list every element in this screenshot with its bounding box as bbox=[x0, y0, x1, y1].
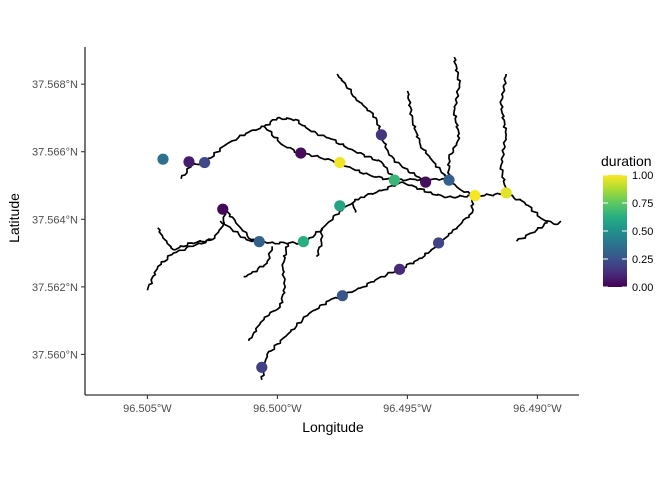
legend-tick-label: 0.25 bbox=[632, 254, 653, 266]
x-axis-title: Longitude bbox=[302, 419, 364, 435]
x-tick-label: 96.505°W bbox=[123, 403, 172, 415]
x-axis-ticks: 96.505°W 96.500°W 96.495°W 96.490°W bbox=[123, 395, 562, 415]
x-tick-label: 96.495°W bbox=[383, 403, 432, 415]
data-point bbox=[183, 156, 195, 168]
stream-line bbox=[515, 221, 548, 242]
data-point bbox=[443, 174, 455, 186]
data-point bbox=[253, 236, 265, 248]
stream-line bbox=[157, 181, 562, 251]
legend-tick-label: 0.00 bbox=[632, 282, 653, 294]
data-point bbox=[334, 200, 346, 212]
x-tick-label: 96.500°W bbox=[253, 403, 302, 415]
data-point bbox=[256, 361, 268, 373]
legend-tick-label: 0.50 bbox=[632, 226, 653, 238]
data-point bbox=[394, 263, 406, 275]
y-tick-label: 37.564°N bbox=[32, 214, 78, 226]
stream-line bbox=[446, 56, 461, 181]
data-point bbox=[420, 176, 432, 188]
stream-line bbox=[260, 195, 475, 380]
data-point bbox=[336, 290, 348, 302]
stream-line bbox=[315, 227, 324, 258]
data-point bbox=[157, 153, 169, 165]
legend-ticks: 1.00 0.75 0.50 0.25 0.00 bbox=[603, 170, 653, 294]
y-tick-label: 37.566°N bbox=[32, 147, 78, 159]
legend-title: duration bbox=[601, 153, 652, 169]
y-tick-label: 37.562°N bbox=[32, 282, 78, 294]
legend-tick-label: 0.75 bbox=[632, 198, 653, 210]
stream-line bbox=[263, 116, 396, 181]
stream-line bbox=[351, 202, 357, 213]
data-point bbox=[500, 187, 512, 199]
legend-tick-label: 1.00 bbox=[632, 170, 653, 182]
stream-line bbox=[243, 246, 274, 278]
y-tick-label: 37.560°N bbox=[32, 349, 78, 361]
data-point bbox=[297, 236, 309, 248]
stream-network bbox=[146, 56, 562, 380]
data-point bbox=[199, 156, 211, 169]
x-tick-label: 96.490°W bbox=[513, 403, 562, 415]
data-points bbox=[157, 129, 512, 373]
data-point bbox=[433, 237, 445, 249]
stream-line bbox=[336, 73, 426, 183]
stream-line bbox=[146, 238, 213, 291]
data-point bbox=[295, 147, 307, 159]
stream-line bbox=[219, 220, 260, 243]
y-axis-ticks: 37.560°N 37.562°N 37.564°N 37.566°N 37.568°N bbox=[32, 79, 85, 361]
stream-line bbox=[247, 242, 290, 341]
stream-line bbox=[180, 125, 476, 197]
y-tick-label: 37.568°N bbox=[32, 79, 78, 91]
y-axis-title: Latitude bbox=[6, 193, 22, 243]
data-point bbox=[469, 190, 481, 202]
data-point bbox=[375, 129, 387, 141]
color-legend: duration 1.00 0.75 0.50 0.25 0.00 bbox=[601, 153, 653, 294]
data-point bbox=[334, 156, 346, 169]
stream-line bbox=[406, 90, 450, 181]
data-point bbox=[217, 203, 229, 215]
data-point bbox=[388, 174, 400, 186]
stream-line bbox=[499, 73, 508, 194]
